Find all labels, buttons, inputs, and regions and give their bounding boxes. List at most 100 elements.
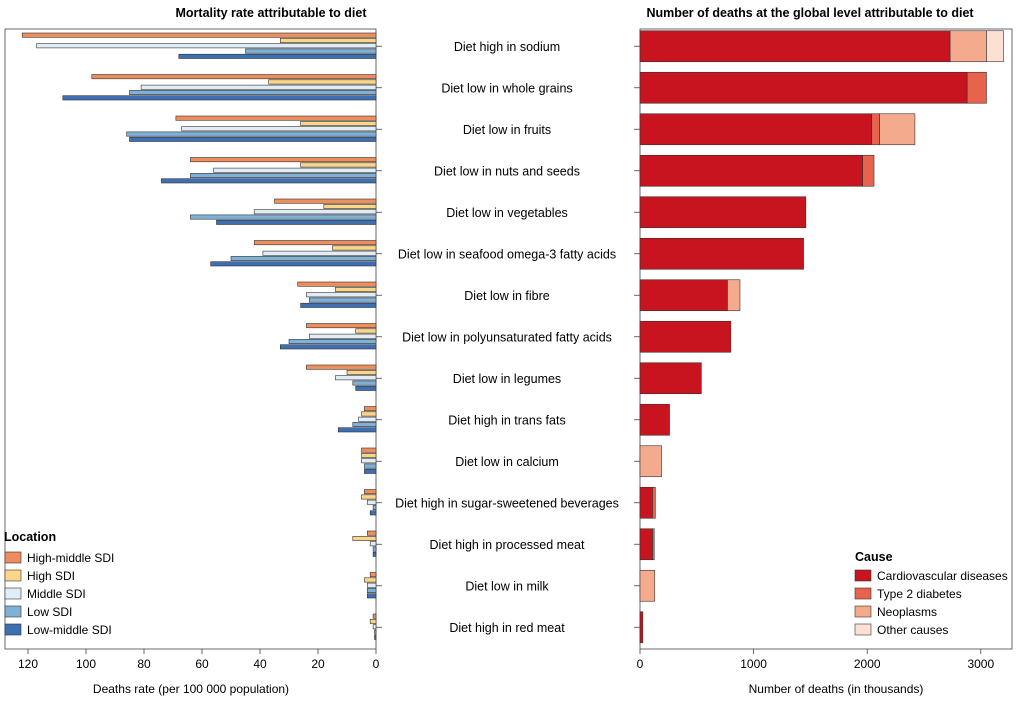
left-bar-9-3: [335, 375, 377, 381]
cause-legend-title: Cause: [855, 550, 893, 564]
left-bar-15-1: [372, 613, 377, 619]
left-bar-5-2: [323, 204, 377, 209]
right-bar-3-3: [879, 113, 916, 146]
left-bar-5-1: [274, 198, 377, 204]
left-bar-15-3: [372, 624, 377, 630]
cause-legend: Cause Cardiovascular diseases Type 2 diab…: [854, 550, 1008, 637]
right-bar-10-1: [639, 403, 670, 436]
right-bar-3-2: [871, 113, 880, 146]
location-legend-swatch: [4, 605, 22, 618]
left-bar-11-3: [361, 458, 377, 464]
left-bar-13-3: [369, 541, 377, 547]
cause-legend-label: Cardiovascular diseases: [877, 569, 1008, 583]
left-bar-11-2: [361, 452, 377, 458]
category-label: Diet high in trans fats: [448, 413, 565, 427]
location-legend-label: High-middle SDI: [27, 551, 114, 565]
left-bar-10-1: [364, 406, 377, 412]
location-legend-swatch: [4, 569, 22, 582]
left-x-tick-label: 40: [253, 657, 267, 671]
right-bar-6-1: [639, 237, 804, 270]
left-bar-9-4: [352, 380, 377, 386]
left-bar-3-3: [181, 126, 377, 132]
cause-legend-label: Neoplasms: [877, 605, 937, 619]
left-bar-14-3: [366, 582, 377, 588]
left-x-tick-label: 80: [137, 657, 151, 671]
left-bar-8-3: [308, 333, 377, 339]
right-bar-13-1: [639, 528, 653, 561]
left-bar-6-5: [210, 261, 377, 267]
left-bar-10-2: [361, 411, 377, 417]
right-chart: 0 1000 2000 3000: [634, 28, 1013, 671]
left-bar-9-1: [306, 364, 377, 370]
right-x-tick-label: 1000: [740, 657, 767, 671]
location-legend: Location High-middle SDI High SDI Middle S…: [4, 530, 114, 637]
right-bar-9-1: [639, 362, 702, 395]
right-x-tick-label: 2000: [854, 657, 881, 671]
right-bar-1-1: [639, 30, 951, 63]
left-bar-14-2: [364, 577, 377, 583]
left-bar-8-5: [279, 344, 377, 350]
left-bar-6-4: [230, 256, 377, 261]
left-bar-2-3: [140, 84, 377, 90]
left-bar-4-2: [300, 162, 377, 168]
left-bar-10-5: [337, 427, 377, 433]
category-label: Diet low in milk: [465, 579, 549, 593]
right-bar-7-3: [727, 279, 741, 312]
left-bar-12-4: [372, 505, 377, 510]
left-bar-13-5: [372, 551, 377, 557]
location-legend-label: Low SDI: [27, 605, 72, 619]
right-bar-2-2: [966, 71, 987, 104]
left-bar-14-1: [369, 572, 377, 578]
left-bar-5-3: [253, 209, 377, 215]
category-label: Diet low in calcium: [455, 455, 559, 469]
left-bar-9-2: [346, 369, 377, 375]
right-bar-1-4: [986, 30, 1004, 63]
left-bar-3-5: [129, 136, 377, 142]
left-bar-1-4: [245, 48, 377, 54]
left-bar-2-4: [129, 90, 377, 96]
left-bar-15-5: [374, 634, 377, 640]
cause-legend-swatch: [854, 623, 872, 636]
category-label: Diet low in nuts and seeds: [434, 164, 580, 178]
left-bar-10-4: [352, 422, 377, 427]
cause-legend-swatch: [854, 569, 872, 582]
category-labels: Diet high in sodium Diet low in whole gra…: [395, 40, 619, 635]
left-bar-1-1: [21, 32, 377, 38]
left-bar-7-1: [297, 281, 377, 287]
left-bar-2-2: [268, 79, 377, 85]
right-bar-13-2: [652, 528, 655, 561]
left-bar-4-5: [161, 178, 377, 184]
right-bar-14-3: [639, 569, 656, 602]
left-bar-4-4: [190, 173, 377, 178]
left-bar-8-4: [288, 339, 377, 344]
left-bar-4-1: [190, 157, 377, 163]
left-bar-8-2: [355, 328, 377, 334]
left-bar-3-1: [175, 115, 377, 121]
left-bar-11-1: [361, 447, 377, 453]
left-bar-14-4: [366, 588, 377, 594]
left-bar-13-4: [372, 546, 377, 552]
category-label: Diet low in whole grains: [441, 81, 572, 95]
category-label: Diet low in seafood omega-3 fatty acids: [398, 247, 616, 261]
left-bar-7-3: [306, 292, 377, 298]
left-bar-6-2: [332, 245, 377, 251]
left-bar-2-1: [91, 74, 377, 80]
left-x-tick-label: 100: [76, 657, 96, 671]
left-bar-13-2: [352, 535, 377, 541]
right-bar-12-2: [652, 486, 656, 519]
category-label: Diet low in vegetables: [446, 206, 568, 220]
left-bar-11-5: [364, 468, 377, 474]
left-x-axis-label: Deaths rate (per 100 000 population): [93, 682, 289, 696]
right-bar-2-1: [639, 71, 968, 104]
location-legend-title: Location: [4, 530, 56, 544]
category-label: Diet high in sugar-sweetened beverages: [395, 496, 619, 510]
left-bar-12-3: [366, 499, 377, 505]
left-bar-14-5: [366, 593, 377, 599]
right-chart-title: Number of deaths at the global level att…: [646, 6, 974, 20]
category-label: Diet low in fibre: [464, 289, 549, 303]
category-label: Diet high in sodium: [454, 40, 560, 54]
category-label: Diet low in legumes: [453, 372, 561, 386]
left-bar-5-5: [216, 219, 377, 225]
left-bar-1-3: [36, 43, 377, 49]
